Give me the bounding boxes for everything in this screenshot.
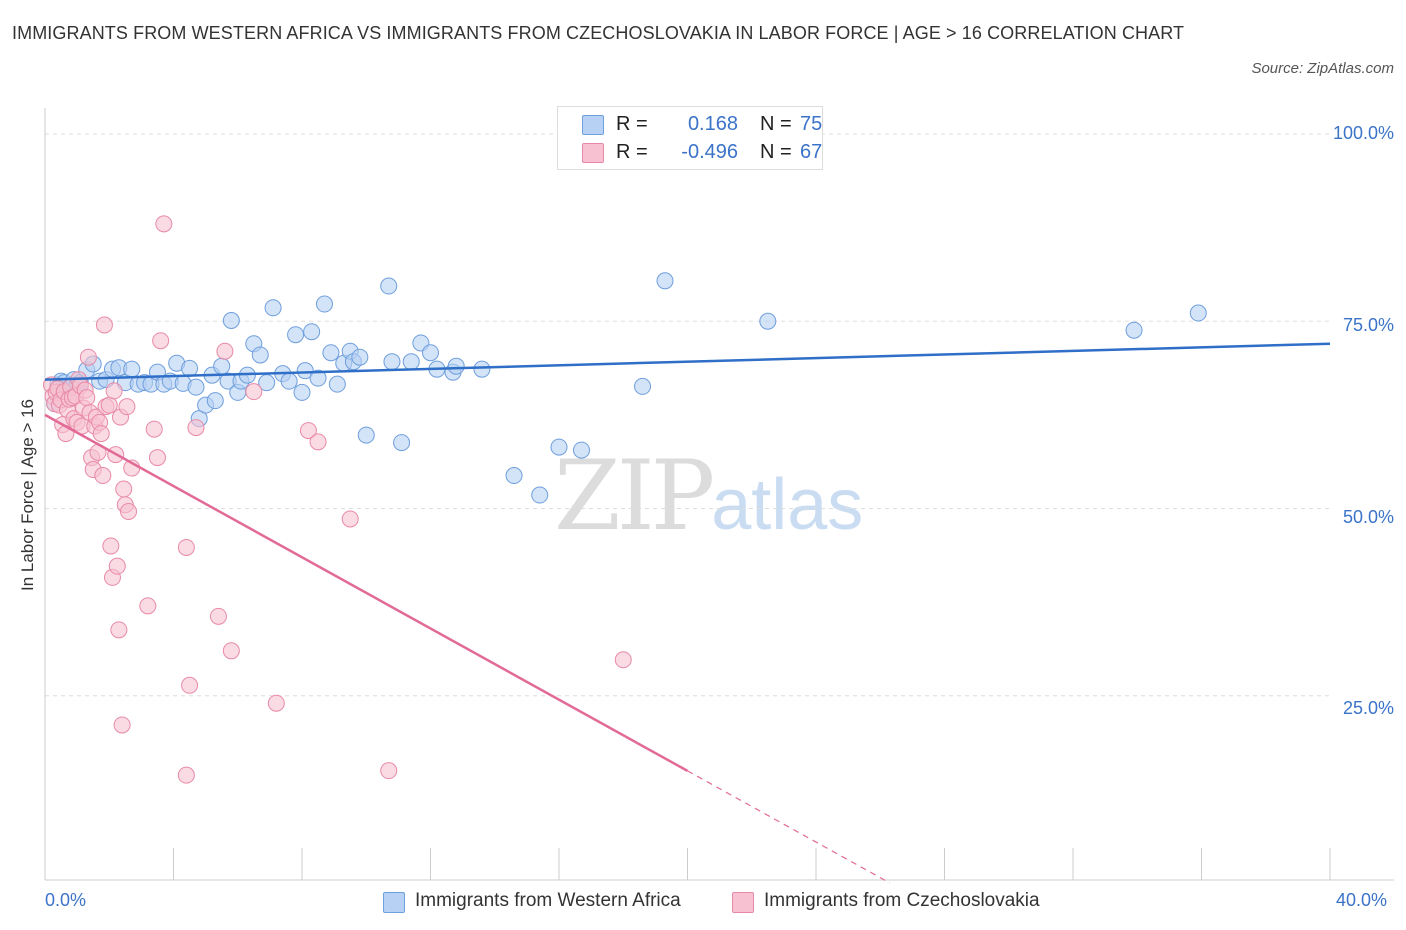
western-africa-point xyxy=(383,353,401,371)
czechoslovakia-point xyxy=(110,621,128,639)
watermark-zip: ZIP xyxy=(554,440,715,552)
czechoslovakia-point xyxy=(209,607,227,625)
bottom-legend-label: Immigrants from Czechoslovakia xyxy=(764,890,1040,911)
x-tick-label-max: 40.0% xyxy=(1336,890,1388,910)
western-africa-point xyxy=(357,426,375,444)
western-africa-point xyxy=(656,272,674,290)
czechoslovakia-point xyxy=(113,716,131,734)
legend-n-value: 75 xyxy=(800,113,823,135)
western-africa-point xyxy=(322,344,340,362)
czechoslovakia-trend-line-extension xyxy=(687,770,891,884)
czechoslovakia-point xyxy=(177,538,195,556)
western-africa-point xyxy=(213,357,231,375)
blue-swatch-icon xyxy=(582,115,604,135)
legend-n-label: N = xyxy=(760,113,792,135)
czechoslovakia-point xyxy=(78,389,96,407)
western-africa-point xyxy=(187,378,205,396)
western-africa-point xyxy=(402,353,420,371)
western-africa-point xyxy=(222,312,240,330)
legend-r-value: -0.496 xyxy=(681,141,738,163)
x-tick-label-min: 0.0% xyxy=(45,890,87,910)
western-africa-trend-line xyxy=(44,342,1331,381)
legend-r-label: R = xyxy=(616,141,648,163)
western-africa-point xyxy=(296,362,314,380)
western-africa-point xyxy=(422,344,439,362)
western-africa-point xyxy=(505,467,523,485)
y-axis-label: In Labor Force | Age > 16 xyxy=(18,398,37,592)
legend-r-label: R = xyxy=(616,113,648,135)
czechoslovakia-point xyxy=(95,316,113,334)
czechoslovakia-point xyxy=(145,420,163,438)
y-tick-label-75: 75.0% xyxy=(1342,315,1394,335)
legend-n-label: N = xyxy=(760,141,792,163)
western-africa-point xyxy=(280,372,298,390)
western-africa-point xyxy=(759,312,777,330)
czechoslovakia-point xyxy=(309,433,327,451)
y-tick-label-25: 25.0% xyxy=(1342,698,1394,718)
czechoslovakia-point xyxy=(94,467,112,485)
western-africa-point xyxy=(531,486,549,504)
czechoslovakia-point xyxy=(79,348,97,366)
western-africa-point xyxy=(181,359,199,377)
czechoslovakia-point xyxy=(102,537,120,555)
czechoslovakia-point xyxy=(120,502,138,520)
czechoslovakia-point xyxy=(181,676,199,694)
western-africa-point xyxy=(251,346,269,364)
czechoslovakia-point xyxy=(105,382,123,400)
chart-title: IMMIGRANTS FROM WESTERN AFRICA VS IMMIGR… xyxy=(12,23,1185,43)
czechoslovakia-trend-line xyxy=(44,413,689,772)
western-africa-point xyxy=(550,438,568,456)
czechoslovakia-point xyxy=(118,398,136,416)
western-africa-point xyxy=(447,357,465,375)
western-africa-point xyxy=(315,295,333,313)
legend-n-value: 67 xyxy=(800,141,823,163)
czechoslovakia-point xyxy=(92,425,110,443)
western-africa-point xyxy=(634,377,652,395)
pink-swatch-icon xyxy=(732,892,754,913)
czechoslovakia-point xyxy=(177,766,195,784)
western-africa-point xyxy=(380,277,398,295)
czechoslovakia-point xyxy=(341,510,359,528)
correlation-legend: R = 0.168 N = 75 R = -0.496 N = 67 xyxy=(557,106,823,170)
western-africa-point xyxy=(351,348,369,366)
western-africa-point xyxy=(1189,304,1207,322)
source-label: Source: ZipAtlas.com xyxy=(1251,60,1394,77)
czechoslovakia-point xyxy=(245,383,263,401)
czechoslovakia-point xyxy=(380,762,398,780)
watermark-atlas: atlas xyxy=(711,465,864,545)
czechoslovakia-point xyxy=(614,651,632,669)
western-africa-point xyxy=(287,326,305,344)
bottom-legend-label: Immigrants from Western Africa xyxy=(415,890,681,911)
czechoslovakia-point xyxy=(152,332,170,350)
western-africa-point xyxy=(293,383,311,401)
czechoslovakia-point xyxy=(115,480,133,498)
western-africa-point xyxy=(328,375,346,393)
czechoslovakia-point xyxy=(139,597,157,615)
blue-swatch-icon xyxy=(383,892,405,913)
western-africa-point xyxy=(1125,321,1143,339)
western-africa-point xyxy=(264,299,282,317)
y-tick-label-50: 50.0% xyxy=(1342,507,1394,527)
czechoslovakia-point xyxy=(216,342,234,360)
czechoslovakia-point xyxy=(108,557,126,575)
legend-r-value: 0.168 xyxy=(687,113,738,135)
czechoslovakia-point xyxy=(222,642,240,660)
western-africa-point xyxy=(473,360,491,378)
watermark: ZIPatlas xyxy=(554,440,863,552)
czechoslovakia-point xyxy=(187,419,205,437)
czechoslovakia-point xyxy=(299,422,317,440)
western-africa-point xyxy=(303,323,321,341)
western-africa-point xyxy=(123,360,141,378)
western-africa-point xyxy=(572,441,590,459)
western-africa-point xyxy=(393,434,411,452)
czechoslovakia-point xyxy=(267,694,285,712)
czechoslovakia-point xyxy=(155,215,173,233)
pink-swatch-icon xyxy=(582,143,604,163)
czechoslovakia-point xyxy=(148,449,166,467)
western-africa-point xyxy=(309,369,327,387)
y-tick-label-100: 100.0% xyxy=(1332,123,1394,143)
western-africa-point xyxy=(206,392,224,410)
czechoslovakia-point xyxy=(100,396,118,414)
